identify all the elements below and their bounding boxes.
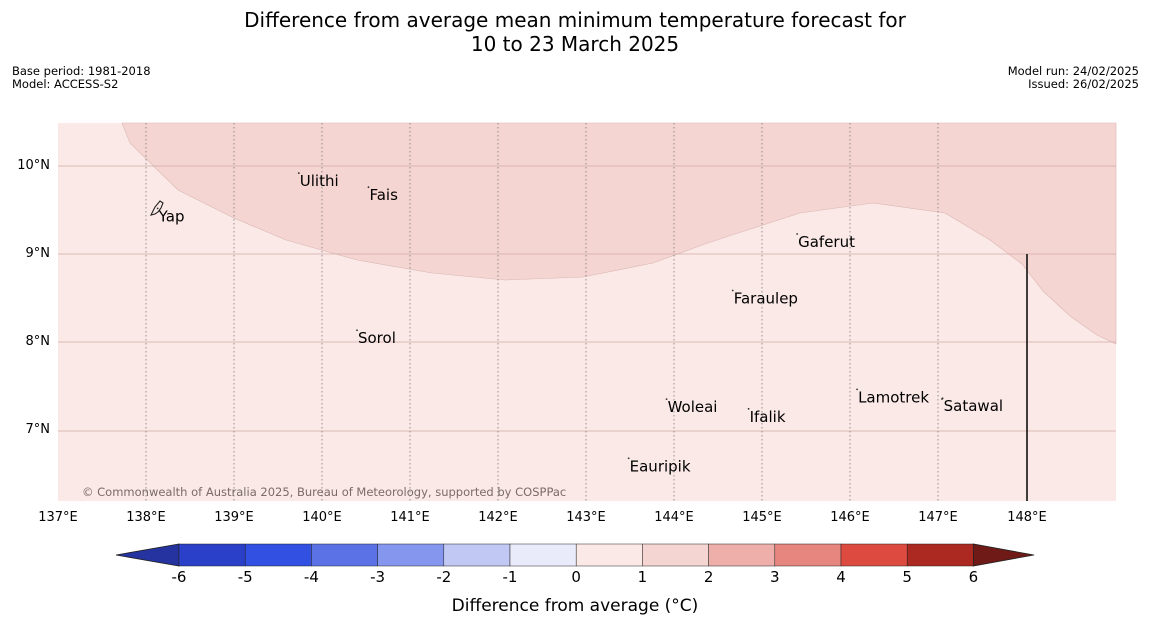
lon-label-138: 138°E <box>126 510 166 525</box>
lon-label-140: 140°E <box>302 510 342 525</box>
place-dot <box>156 207 159 210</box>
place-label: Woleai <box>668 398 718 416</box>
colorbar-swatch <box>311 543 378 567</box>
map-title: Difference from average mean minimum tem… <box>0 8 1150 56</box>
lon-label-142: 142°E <box>478 510 518 525</box>
base-period: Base period: 1981-2018 <box>12 64 151 78</box>
place-markers: Ulithi Fais Yap Gaferut Faraulep Sorol Lamotre… <box>156 172 1003 475</box>
anomaly-band-1-to-2 <box>121 122 1117 345</box>
colorbar-tick-label: 6 <box>968 568 979 586</box>
colorbar-extension-high <box>973 543 1035 567</box>
colorbar-extension-low <box>115 543 180 567</box>
place-dot <box>747 407 750 410</box>
place-dot <box>627 457 630 460</box>
place-label: Ulithi <box>300 172 339 190</box>
place-dot <box>367 186 370 189</box>
colorbar-swatch <box>244 543 312 567</box>
colorbar-tick-label: -6 <box>171 568 187 586</box>
colorbar-tick-label: -1 <box>502 568 518 586</box>
colorbar-tick-label: 2 <box>703 568 714 586</box>
colorbar-swatch <box>708 543 776 567</box>
colorbar-tick-label: -3 <box>370 568 386 586</box>
place-label: Satawal <box>944 397 1003 415</box>
model-name: Model: ACCESS-S2 <box>12 77 119 91</box>
lon-gridlines <box>145 123 939 501</box>
place-label: Faraulep <box>734 290 798 308</box>
lon-label-144: 144°E <box>654 510 694 525</box>
place-dot <box>665 398 668 401</box>
lon-label-143: 143°E <box>566 510 606 525</box>
place-label: Yap <box>158 207 185 225</box>
lon-label-148: 148°E <box>1007 510 1047 525</box>
place-dot <box>856 388 858 391</box>
place-label: Ifalik <box>750 408 786 426</box>
place-label: Sorol <box>358 329 396 347</box>
colorbar-tick-label: -4 <box>303 568 319 586</box>
colorbar-swatch <box>443 543 511 567</box>
place-label: Eauripik <box>630 457 691 475</box>
colorbar-tick-label: 1 <box>637 568 648 586</box>
colorbar-tick-label: 3 <box>770 568 780 586</box>
colorbar-swatch <box>509 543 577 567</box>
lon-label-146: 146°E <box>830 510 870 525</box>
lon-label-147: 147°E <box>918 510 958 525</box>
colorbar-tick-label: -5 <box>237 568 253 586</box>
colorbar-tick-label: 4 <box>836 568 846 586</box>
lon-label-137: 137°E <box>38 510 78 525</box>
meta-right: Model run: 24/02/2025 Issued: 26/02/2025 <box>1008 65 1139 91</box>
lat-label-9: 9°N <box>25 246 51 261</box>
lat-label-7: 7°N <box>25 422 51 437</box>
issued-date: Issued: 26/02/2025 <box>1028 77 1139 91</box>
place-dot <box>796 233 799 235</box>
model-run: Model run: 24/02/2025 <box>1007 64 1139 78</box>
place-label: Fais <box>369 186 398 204</box>
title-line-1: Difference from average mean minimum tem… <box>244 8 906 32</box>
lat-label-8: 8°N <box>25 334 51 349</box>
lat-label-10: 10°N <box>17 158 50 173</box>
place-dot <box>356 329 358 332</box>
colorbar-tick-label: 5 <box>902 568 912 586</box>
place-dot <box>297 172 300 174</box>
lon-label-145: 145°E <box>742 510 782 525</box>
colorbar-tick-label: 0 <box>571 568 581 586</box>
place-label: Gaferut <box>798 233 855 251</box>
lon-label-139: 139°E <box>214 510 254 525</box>
place-dot <box>731 289 734 292</box>
lon-label-141: 141°E <box>390 510 430 525</box>
colorbar-swatch <box>178 543 246 567</box>
colorbar-swatch <box>840 543 908 567</box>
yap-island-outline <box>149 200 164 216</box>
colorbar <box>115 543 1035 567</box>
title-line-2: 10 to 23 March 2025 <box>470 32 680 56</box>
colorbar-swatch <box>906 543 974 567</box>
colorbar-swatch <box>377 543 445 567</box>
colorbar-swatch <box>642 543 709 567</box>
colorbar-swatch <box>575 543 643 567</box>
meta-left: Base period: 1981-2018 Model: ACCESS-S2 <box>12 65 151 91</box>
place-label: Lamotrek <box>858 388 929 406</box>
colorbar-tick-label: -2 <box>436 568 452 586</box>
colorbar-swatch <box>774 543 842 567</box>
place-dot <box>941 397 944 400</box>
colorbar-label: Difference from average (°C) <box>451 596 699 616</box>
copyright-notice: © Commonwealth of Australia 2025, Bureau… <box>82 485 566 499</box>
